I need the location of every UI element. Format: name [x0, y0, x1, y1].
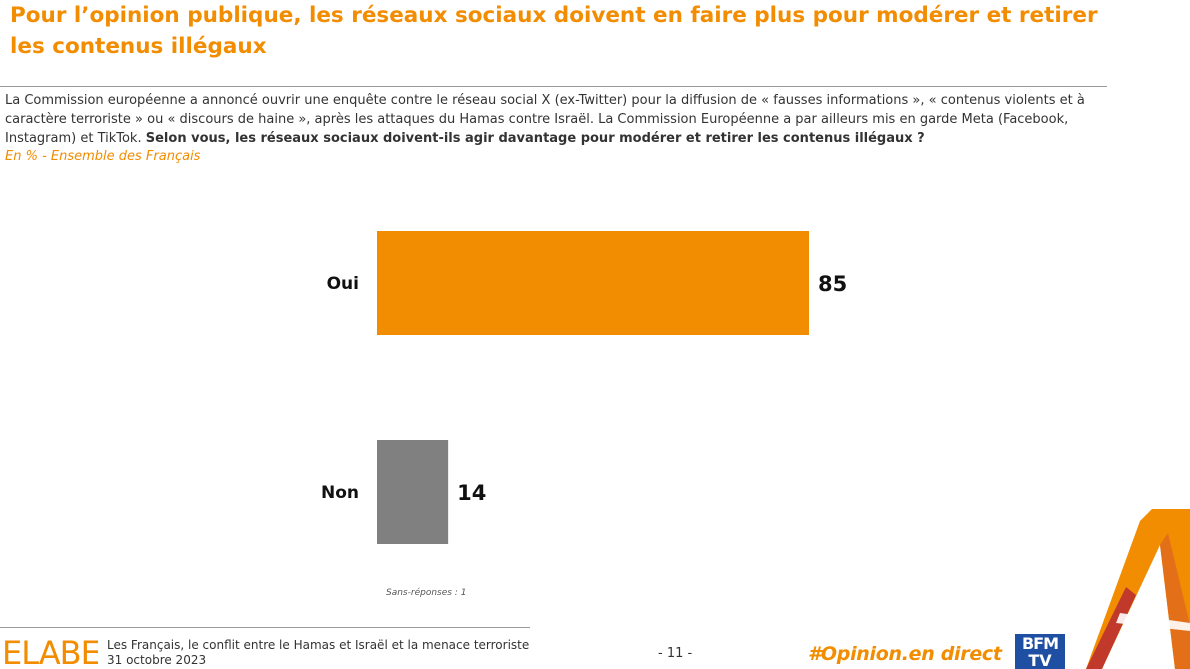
elabe-a-decoration-icon — [1086, 509, 1190, 669]
category-label-oui: Oui — [327, 274, 359, 294]
title-divider — [0, 86, 1107, 87]
value-label-non: 14 — [457, 481, 486, 505]
elabe-logo-text: ELABE — [2, 634, 98, 667]
elabe-logo: ELABE — [2, 634, 98, 667]
footer-divider — [0, 627, 530, 628]
question-intro: La Commission européenne a annoncé ouvri… — [5, 93, 1085, 146]
no-answer-note: Sans-réponses : 1 — [386, 588, 467, 598]
page-number: - 11 - — [658, 646, 693, 661]
bar-non — [377, 440, 449, 544]
bfm-text: BFM — [1021, 634, 1059, 653]
value-label-oui: 85 — [818, 272, 847, 296]
footer-study: Les Français, le conflit entre le Hamas … — [107, 638, 529, 668]
bfmtv-logo: BFM TV — [1015, 634, 1065, 669]
sample-base: En % - Ensemble des Français — [5, 149, 201, 164]
tv-text: TV — [1028, 651, 1052, 669]
bar-oui — [377, 231, 809, 335]
category-label-non: Non — [321, 483, 359, 503]
question-bold: Selon vous, les réseaux sociaux doivent-… — [145, 131, 925, 146]
study-title: Les Français, le conflit entre le Hamas … — [107, 638, 530, 652]
survey-question: La Commission européenne a annoncé ouvri… — [5, 91, 1105, 148]
hashtag: #Opinion.en direct — [808, 643, 1002, 665]
page-title: Pour l’opinion publique, les réseaux soc… — [10, 3, 1098, 59]
study-date: 31 octobre 2023 — [107, 653, 207, 667]
chart-bars: Oui 85 Non 14 — [321, 231, 847, 544]
